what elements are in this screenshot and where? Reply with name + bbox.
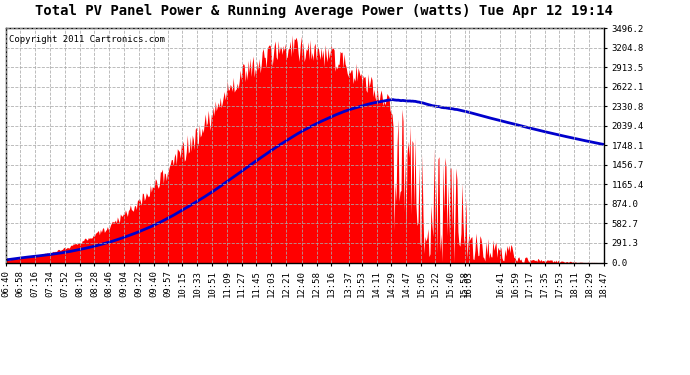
Text: Total PV Panel Power & Running Average Power (watts) Tue Apr 12 19:14: Total PV Panel Power & Running Average P… <box>35 4 613 18</box>
Text: Copyright 2011 Cartronics.com: Copyright 2011 Cartronics.com <box>8 35 164 44</box>
